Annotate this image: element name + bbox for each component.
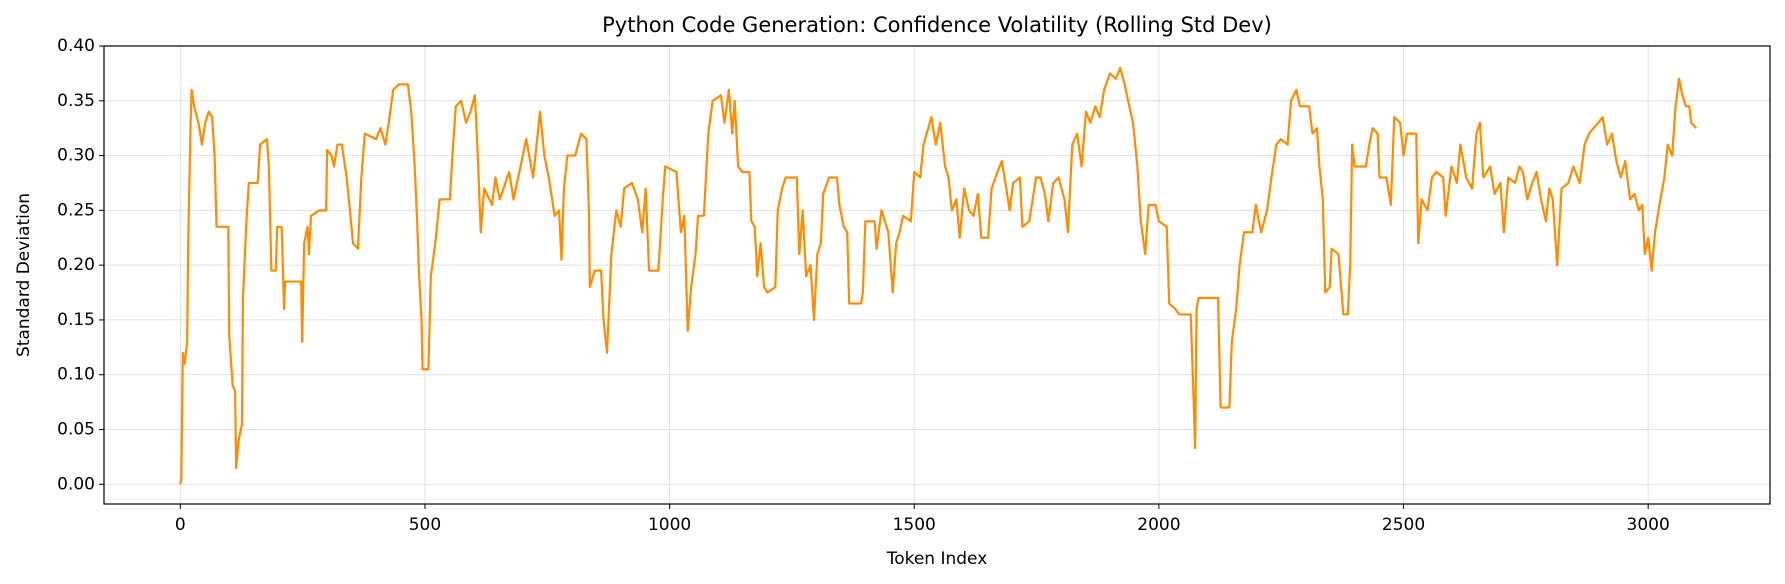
y-axis-label: Standard Deviation	[14, 193, 34, 357]
x-tick-label: 2000	[1137, 515, 1180, 535]
chart-title: Python Code Generation: Confidence Volat…	[602, 13, 1272, 37]
y-tick-label: 0.15	[57, 310, 95, 330]
y-tick-label: 0.25	[57, 200, 95, 220]
y-tick-label: 0.10	[57, 365, 95, 385]
y-tick-label: 0.05	[57, 419, 95, 439]
y-tick-label: 0.00	[57, 474, 95, 494]
plot-frame	[103, 45, 1771, 505]
x-tick-label: 2500	[1382, 515, 1425, 535]
x-axis-label: Token Index	[886, 549, 988, 569]
y-tick-label: 0.20	[57, 255, 95, 275]
data-line	[179, 66, 1697, 485]
y-tick-label: 0.30	[57, 146, 95, 166]
y-tick-label: 0.40	[57, 36, 95, 56]
y-tick-label: 0.35	[57, 91, 95, 111]
x-tick-label: 500	[409, 515, 441, 535]
x-tick-label: 1500	[893, 515, 936, 535]
x-tick-label: 1000	[648, 515, 691, 535]
x-tick-label: 0	[175, 515, 186, 535]
x-tick-label: 3000	[1627, 515, 1670, 535]
